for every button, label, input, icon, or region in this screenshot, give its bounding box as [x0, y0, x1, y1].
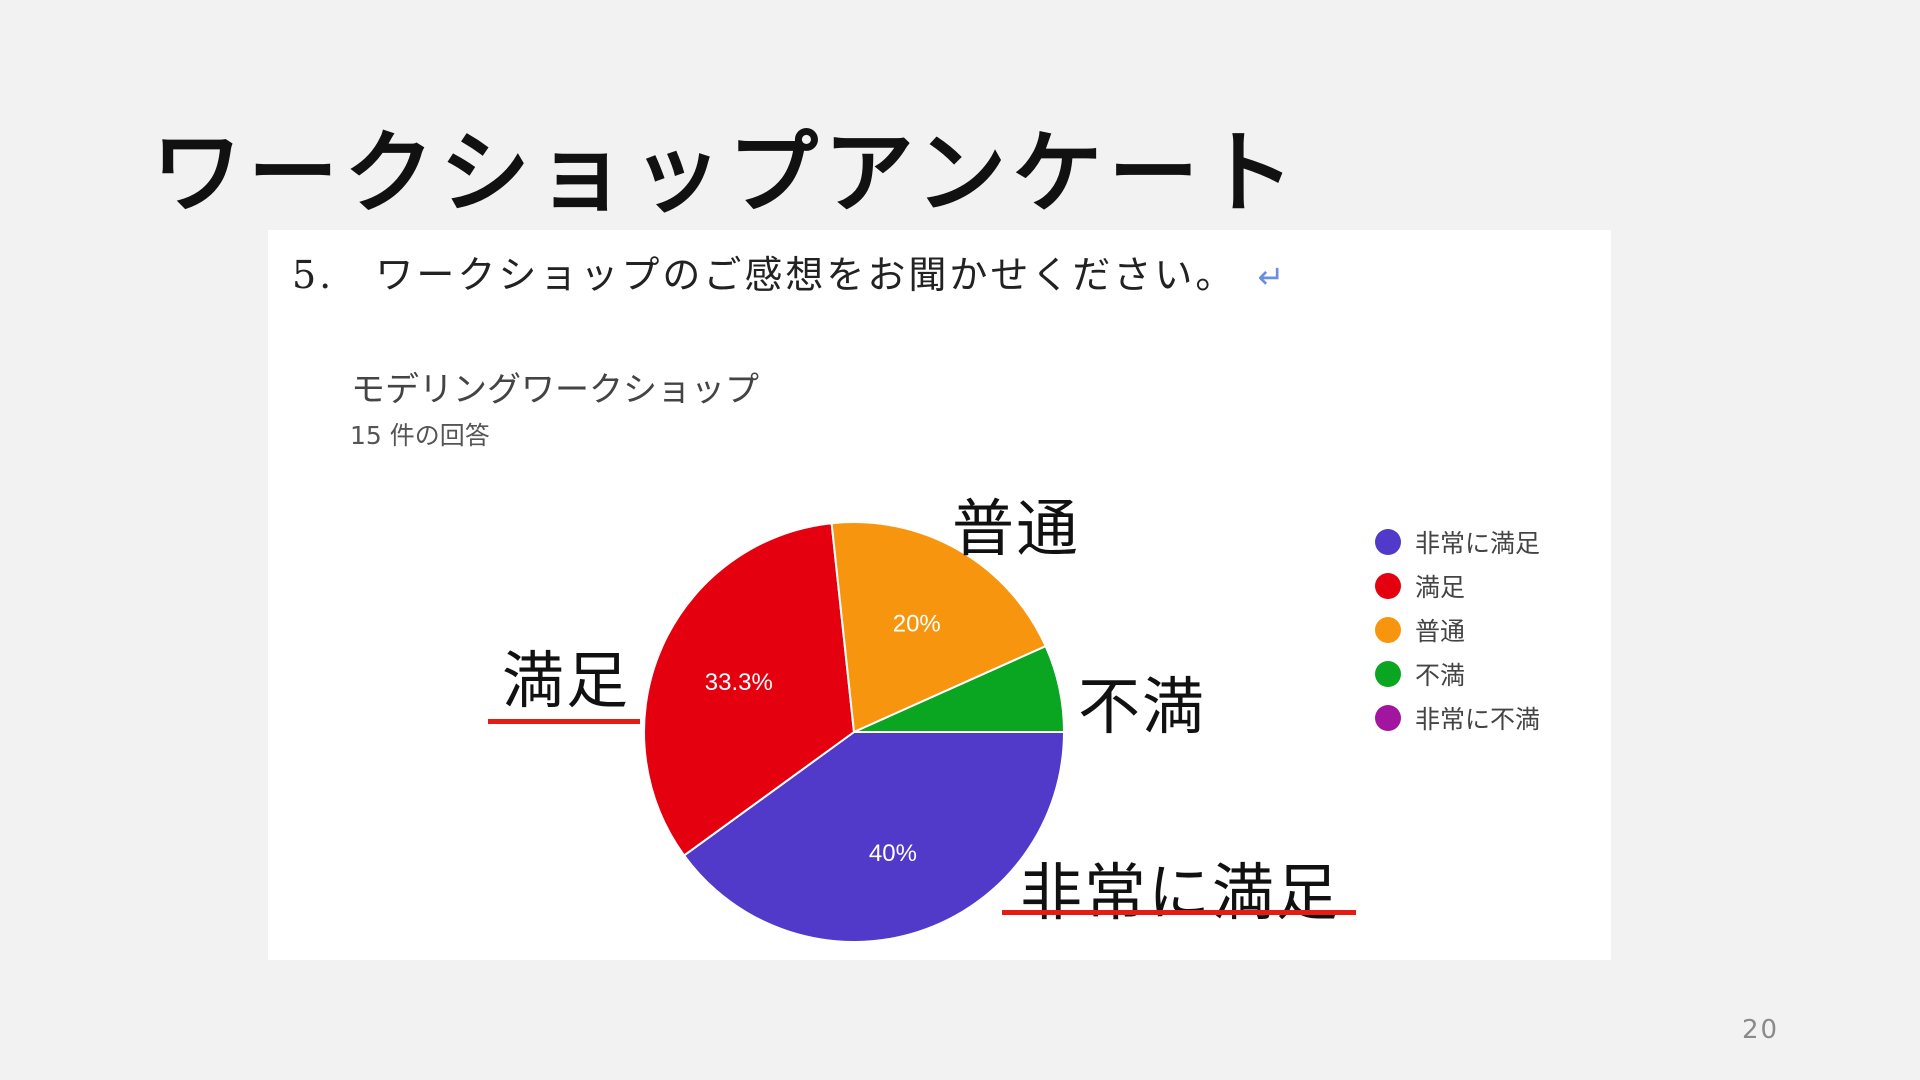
legend-label: 普通	[1415, 617, 1466, 646]
legend-label: 非常に満足	[1415, 529, 1541, 558]
legend-swatch	[1375, 573, 1401, 599]
legend-item: 非常に満足	[1375, 520, 1540, 564]
survey-panel: 5. ワークショップのご感想をお聞かせください。 ↵ モデリングワークショップ …	[268, 230, 1611, 960]
pie-slice	[682, 731, 1066, 943]
pie-data-label: 20%	[893, 611, 941, 638]
pie-data-label: 33.3%	[705, 669, 773, 696]
legend-item: 満足	[1375, 564, 1540, 608]
annotation-hijou-ni-manzoku-underline	[1002, 910, 1356, 915]
annotation-hijou-ni-manzoku: 非常に満足	[1020, 856, 1341, 929]
legend-item: 非常に不満	[1375, 696, 1540, 740]
pie-chart: 40% 33.3% 20%	[643, 521, 1066, 943]
pie-data-label: 40%	[869, 840, 917, 867]
legend-swatch	[1375, 705, 1401, 731]
legend-label: 満足	[1415, 573, 1466, 602]
chart-subtitle: 15 件の回答	[350, 421, 490, 450]
return-icon: ↵	[1257, 258, 1288, 296]
annotation-manzoku-underline	[488, 719, 640, 724]
legend-label: 非常に不満	[1415, 705, 1541, 734]
question-text: 5. ワークショップのご感想をお聞かせください。 ↵	[292, 244, 1287, 299]
chart-title: モデリングワークショップ	[351, 370, 759, 410]
annotation-fuman: 不満	[1078, 670, 1207, 743]
legend-swatch	[1375, 617, 1401, 643]
question-number: 5.	[292, 253, 335, 297]
pie-slice	[853, 644, 1066, 733]
legend-swatch	[1375, 529, 1401, 555]
legend-item: 普通	[1375, 608, 1540, 652]
pie-slice	[643, 522, 856, 857]
question-body: ワークショップのご感想をお聞かせください。	[375, 253, 1237, 297]
pie-slice	[830, 521, 1047, 734]
chart-legend: 非常に満足 満足 普通 不満 非常に不満	[1375, 520, 1540, 740]
legend-label: 不満	[1415, 661, 1466, 690]
legend-item: 不満	[1375, 652, 1540, 696]
page-number: 20	[1742, 1015, 1780, 1045]
slide-title: ワークショップアンケート	[152, 121, 1301, 226]
legend-swatch	[1375, 661, 1401, 687]
annotation-futsuu: 普通	[952, 492, 1081, 565]
annotation-manzoku: 満足	[502, 644, 631, 717]
